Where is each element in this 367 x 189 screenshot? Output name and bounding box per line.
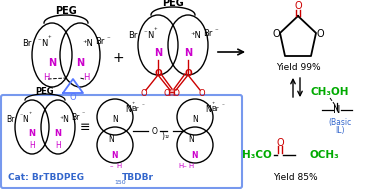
Text: ⁻: ⁻ [222,105,225,109]
Text: Br: Br [128,30,138,40]
Text: PEG: PEG [162,0,184,8]
Text: ⁺: ⁺ [28,112,32,118]
Text: ⁻: ⁻ [106,36,110,42]
Text: N: N [112,115,118,123]
Text: ₁₂: ₁₂ [164,133,170,139]
Text: ⁻: ⁻ [214,28,218,34]
Text: N: N [108,136,114,145]
Text: ≡: ≡ [80,121,90,133]
Text: ⁺: ⁺ [153,28,157,34]
Text: N: N [192,150,198,160]
Text: ⁺N: ⁺N [59,115,69,123]
FancyBboxPatch shape [1,95,242,188]
Text: O: O [294,1,302,11]
Text: N: N [188,136,194,145]
Text: O: O [272,29,280,39]
Text: ): ) [161,132,164,140]
Text: Yield 85%: Yield 85% [273,173,317,181]
Text: (Basic: (Basic [328,118,352,126]
Text: ⁺N: ⁺N [83,39,94,47]
Text: 150: 150 [114,180,126,185]
Text: ⁻: ⁻ [143,30,147,36]
Text: N: N [192,115,198,123]
Text: Br: Br [203,29,213,37]
Text: OCH₃: OCH₃ [310,150,340,160]
Text: CH₃OH: CH₃OH [311,87,349,97]
Text: ⁺N: ⁺N [190,30,201,40]
Text: O: O [316,29,324,39]
Text: O: O [154,68,162,77]
Text: PEG: PEG [55,6,77,16]
Text: ⁻: ⁻ [37,38,41,44]
Text: PEG: PEG [36,87,54,95]
Text: H: H [29,140,35,149]
Text: Br: Br [22,39,32,47]
Text: N: N [147,30,153,40]
Text: ⁺: ⁺ [211,102,215,108]
Text: Br: Br [71,112,79,122]
Text: N: N [29,129,36,138]
Text: Br: Br [6,115,14,123]
Text: H: H [83,73,89,81]
Text: H: H [43,73,49,81]
Text: N: N [205,105,211,114]
Text: ⁻: ⁻ [19,115,23,119]
Text: TBDBr: TBDBr [122,174,154,183]
Text: O: O [276,138,284,148]
Text: ⁻: ⁻ [142,105,145,109]
Text: Br: Br [95,36,105,46]
Text: Cat: BrTBDPEG: Cat: BrTBDPEG [8,174,84,183]
Text: OH: OH [164,88,177,98]
Text: N: N [55,129,62,138]
Text: N: N [22,115,28,123]
Text: O: O [152,126,158,136]
Text: N: N [112,150,118,160]
Text: N: N [333,105,341,115]
Text: IL): IL) [335,125,345,135]
Text: O: O [141,88,147,98]
Text: N: N [184,48,192,58]
Text: +: + [112,51,124,65]
Text: –: – [109,163,113,169]
Text: HO: HO [167,88,181,98]
Text: H: H [188,163,194,169]
Text: H–: H– [179,163,188,169]
Text: ⁻: ⁻ [81,112,85,118]
Text: O: O [70,92,76,101]
Text: H₃CO: H₃CO [242,150,272,160]
Text: N: N [125,105,131,114]
Text: ⁺: ⁺ [47,36,51,42]
Text: N: N [41,39,47,47]
Text: Br: Br [211,106,219,112]
Text: H: H [55,140,61,149]
Text: Yield 99%: Yield 99% [276,64,320,73]
Text: N: N [76,58,84,68]
Text: O: O [199,88,205,98]
Text: O: O [184,68,192,77]
Text: Br: Br [131,106,139,112]
Text: ⁺: ⁺ [131,102,135,108]
Text: H: H [116,163,121,169]
Text: N: N [48,58,56,68]
Text: N: N [154,48,162,58]
